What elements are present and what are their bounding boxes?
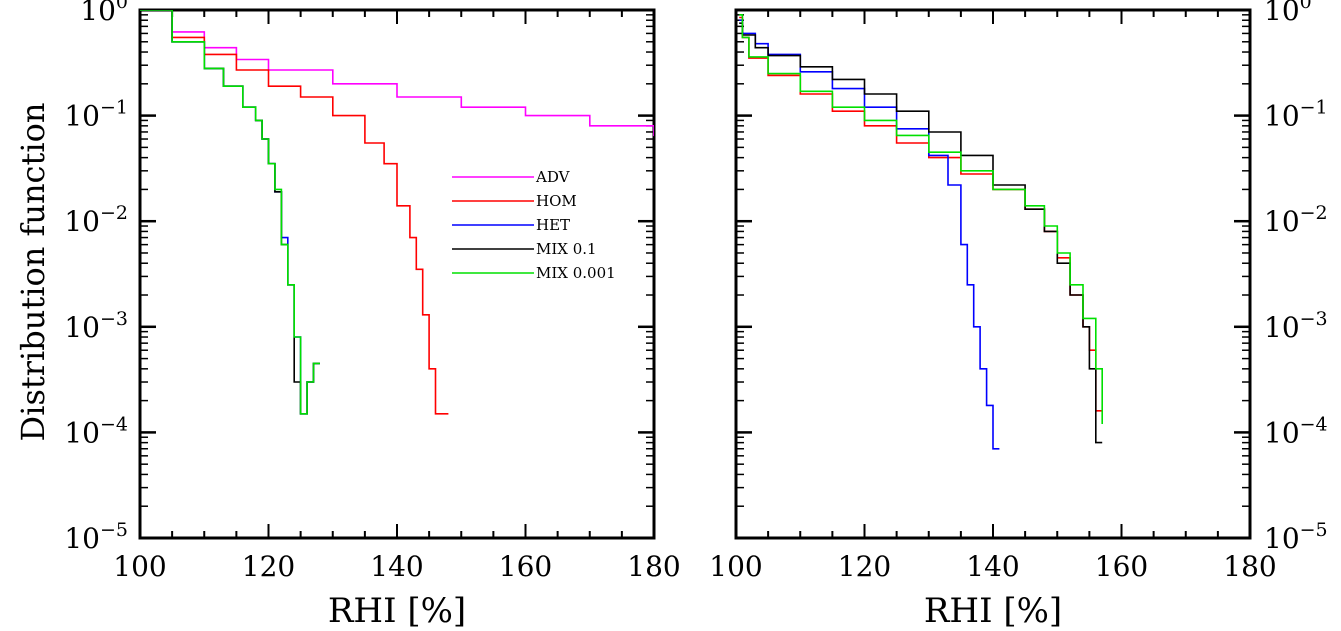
series-hom xyxy=(140,10,449,415)
x-axis-label: RHI [%] xyxy=(924,591,1062,631)
x-axis-label: RHI [%] xyxy=(328,591,466,631)
legend-label: ADV xyxy=(535,168,571,186)
series-het xyxy=(739,19,1000,450)
x-tick-label: 100 xyxy=(709,550,762,583)
legend-entry: ADV xyxy=(452,168,571,186)
legend-label: MIX 0.1 xyxy=(536,240,597,258)
right-panel: 100 120 140 160 180 RHI [%] 100 10−1 10−2 10−3 10−… xyxy=(709,0,1327,631)
legend-entry: MIX 0.1 xyxy=(452,240,597,258)
x-tick-label: 120 xyxy=(838,550,891,583)
plot-frame xyxy=(734,8,1252,540)
x-tick-label: 180 xyxy=(627,550,680,583)
series-mix-0-1 xyxy=(739,22,1103,444)
y-tick-label: 10−1 xyxy=(1264,97,1328,133)
x-tick-label: 120 xyxy=(242,550,295,583)
y-tick-label: 10−4 xyxy=(64,413,128,449)
y-tick-label: 100 xyxy=(1264,0,1312,27)
y-tick-label: 10−2 xyxy=(1264,202,1328,238)
x-tick-label: 140 xyxy=(966,550,1019,583)
series-adv xyxy=(140,10,654,137)
series-mix-0-001 xyxy=(140,10,320,415)
x-tick-label: 100 xyxy=(113,550,166,583)
y-tick-label: 10−5 xyxy=(1264,519,1328,555)
legend-label: HET xyxy=(536,216,570,234)
x-tick-label: 160 xyxy=(1095,550,1148,583)
y-axis-label: Distribution function xyxy=(14,103,52,442)
y-tick-label: 10−1 xyxy=(64,97,128,133)
legend: ADV HOM HET MIX 0.1 MIX 0.001 xyxy=(452,168,616,282)
y-tick-label: 10−2 xyxy=(64,202,128,238)
legend-entry: HET xyxy=(452,216,570,234)
legend-entry: HOM xyxy=(452,192,577,210)
legend-label: MIX 0.001 xyxy=(536,264,616,282)
x-tick-label: 180 xyxy=(1223,550,1276,583)
series-hom xyxy=(739,16,1103,412)
legend-entry: MIX 0.001 xyxy=(452,264,616,282)
y-tick-label: 10−3 xyxy=(64,308,128,344)
x-tick-label: 140 xyxy=(370,550,423,583)
legend-label: HOM xyxy=(536,192,577,210)
y-tick-label: 10−3 xyxy=(1264,308,1328,344)
x-tick-label: 160 xyxy=(499,550,552,583)
left-panel: 100 120 140 160 180 RHI [%] 100 10−1 10−2 10−3 10−… xyxy=(64,0,680,631)
series-mix-0-001 xyxy=(739,14,1103,424)
y-tick-label: 10−4 xyxy=(1264,413,1328,449)
y-tick-label: 100 xyxy=(80,0,128,27)
